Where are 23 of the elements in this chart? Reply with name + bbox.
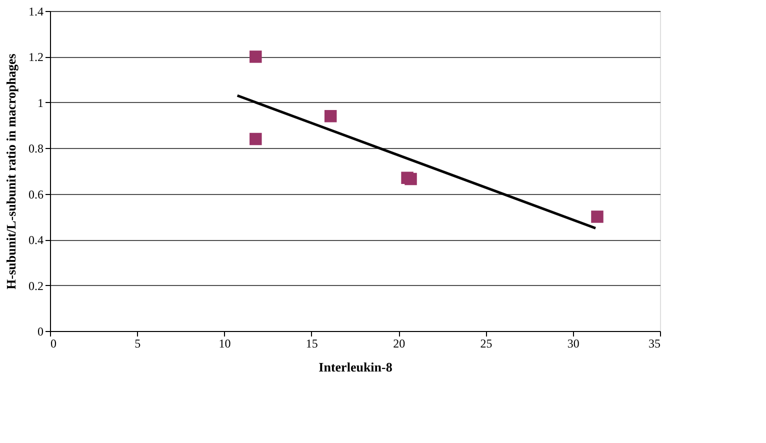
- x-tick-label: 20: [393, 336, 406, 350]
- x-tick-label: 10: [218, 336, 231, 350]
- point: [324, 110, 337, 122]
- x-tick-label: 25: [480, 336, 492, 350]
- y-tick-label: 0.4: [28, 233, 44, 248]
- x-tick-label: 15: [306, 336, 318, 350]
- x-axis-title: Interleukin-8: [318, 360, 393, 374]
- point: [250, 50, 262, 63]
- y-tick-label: 0.8: [28, 142, 44, 156]
- y-tick-label: 1.4: [28, 4, 44, 18]
- y-tick-label: 1.2: [28, 50, 44, 64]
- y-tick-label: 1: [38, 96, 44, 110]
- point: [250, 132, 262, 146]
- x-tick-label: 5: [134, 336, 141, 350]
- x-tick-label: 35: [648, 336, 660, 350]
- x-tick-label: 30: [567, 336, 580, 350]
- x-tick-label: 0: [50, 336, 56, 350]
- y-tick-label: 0.6: [28, 187, 44, 202]
- y-tick-label: 0: [38, 324, 44, 338]
- point: [591, 210, 604, 223]
- point: [404, 172, 417, 186]
- y-tick-label: 0.2: [28, 278, 44, 293]
- y-axis-title: H-subunit/L-subunit ratio in macrophages: [4, 54, 18, 290]
